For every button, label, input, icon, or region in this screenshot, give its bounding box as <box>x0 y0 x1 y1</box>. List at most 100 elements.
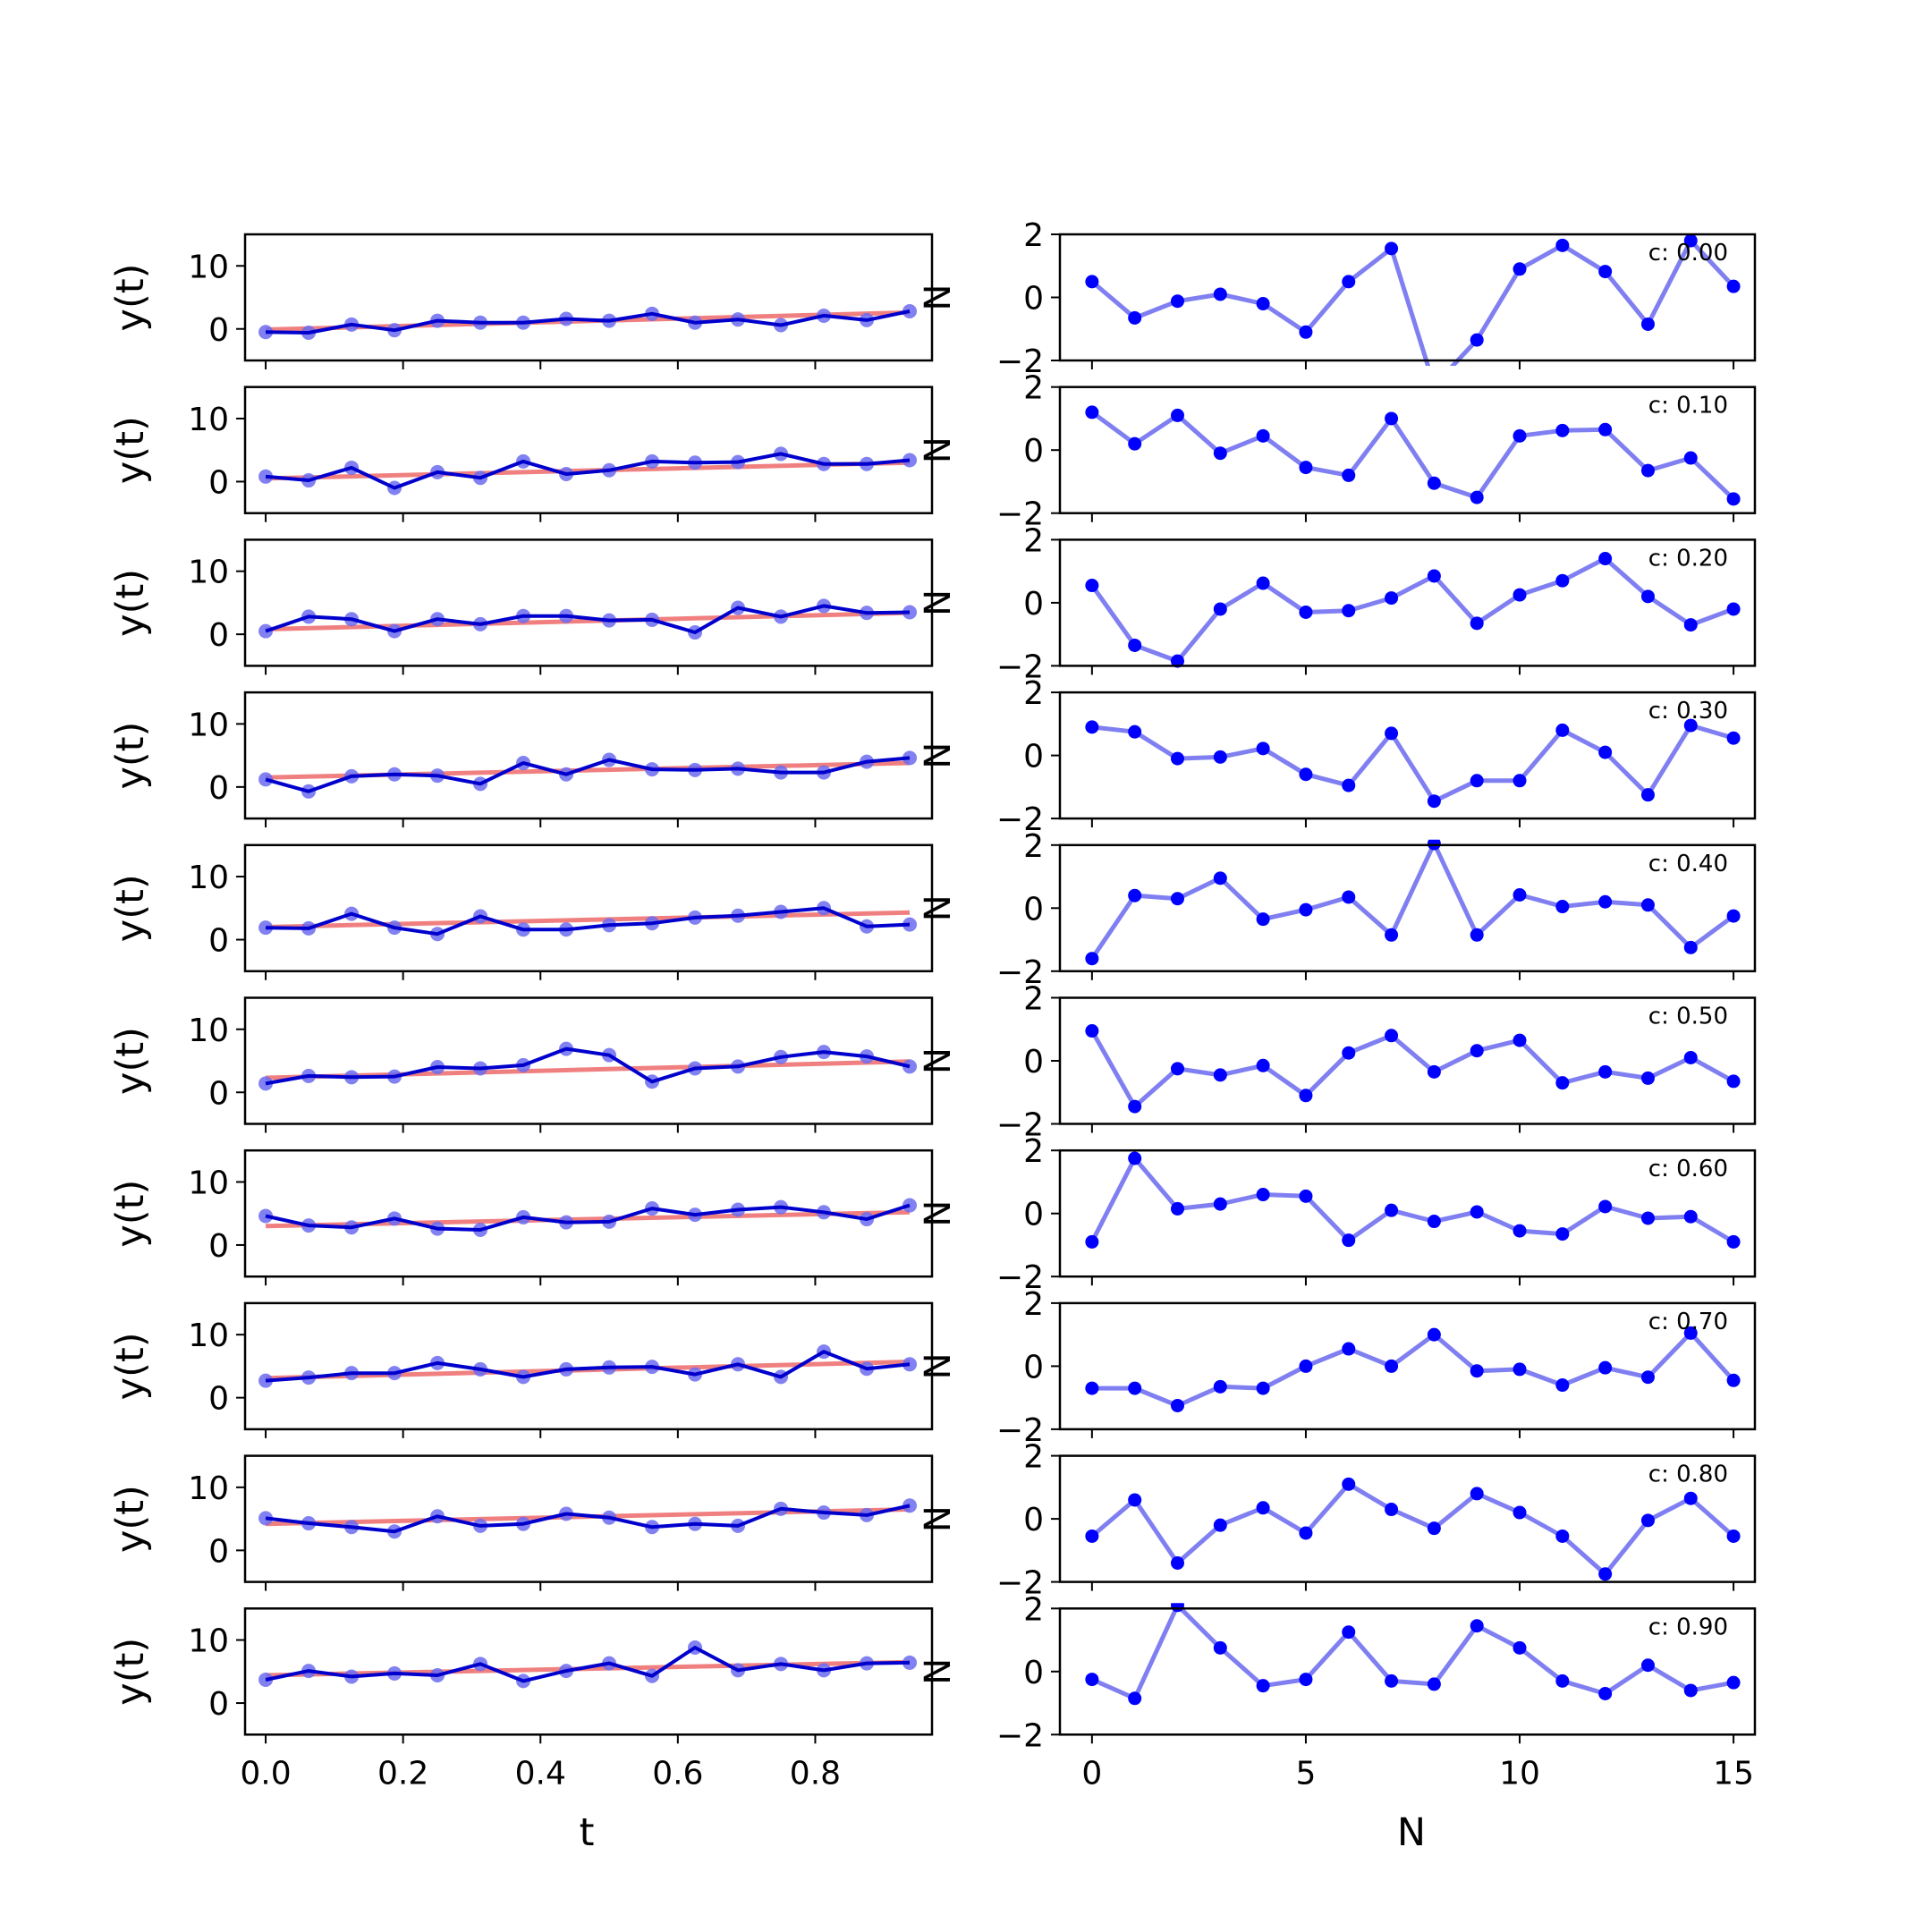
right-y-tick-label-6-2: 2 <box>1023 1133 1044 1170</box>
residual-point-3-11 <box>1555 723 1570 737</box>
residual-point-2-14 <box>1683 618 1698 632</box>
residual-point-8-13 <box>1640 1513 1655 1528</box>
residual-point-0-15 <box>1726 279 1741 293</box>
residual-point-9-10 <box>1513 1640 1527 1655</box>
residual-point-0-7 <box>1385 242 1399 256</box>
clipped-n-label-8: N <box>918 1505 959 1532</box>
residual-point-5-15 <box>1726 1074 1741 1089</box>
left-axes-frame-1 <box>243 386 934 514</box>
residual-point-3-15 <box>1726 731 1741 745</box>
residual-point-8-9 <box>1470 1487 1484 1501</box>
data-line-9 <box>265 1646 911 1683</box>
residual-point-2-12 <box>1598 552 1613 566</box>
residual-point-3-4 <box>1256 741 1270 756</box>
residual-point-2-6 <box>1342 604 1356 618</box>
coefficient-label-9: c: 0.90 <box>1648 1614 1728 1640</box>
residual-point-1-4 <box>1256 428 1270 443</box>
right-y-tick-label-6-0: −2 <box>996 1259 1044 1296</box>
residual-point-0-6 <box>1342 275 1356 289</box>
residual-point-6-14 <box>1683 1209 1698 1224</box>
left-axes-frame-3 <box>243 691 934 820</box>
residual-point-3-7 <box>1385 726 1399 741</box>
residual-point-6-13 <box>1640 1211 1655 1225</box>
left-axes-frame-7 <box>243 1301 934 1431</box>
residual-point-9-3 <box>1213 1640 1227 1655</box>
residual-point-6-7 <box>1385 1203 1399 1217</box>
left-y-tick-label-9-0: 0 <box>208 1686 229 1723</box>
right-y-tick-label-3-0: −2 <box>996 801 1044 838</box>
left-x-tick-label-4: 0.8 <box>790 1755 841 1792</box>
residual-point-8-4 <box>1256 1501 1270 1515</box>
residual-point-7-9 <box>1470 1364 1484 1378</box>
residual-point-1-14 <box>1683 451 1698 465</box>
residual-point-3-10 <box>1513 774 1527 788</box>
data-point-1-15 <box>902 453 918 468</box>
left-plot-area-7 <box>258 1344 918 1388</box>
left-axes-frame-0 <box>243 233 934 362</box>
right-y-tick-label-3-1: 0 <box>1023 739 1044 775</box>
residual-point-9-15 <box>1726 1675 1741 1690</box>
residual-point-0-0 <box>1085 275 1099 289</box>
right-subplot-8: −2 0 2 c: 0.80 <box>996 1439 1757 1602</box>
residual-point-1-5 <box>1299 461 1313 475</box>
left-plot-area-6 <box>258 1198 918 1238</box>
residual-point-6-0 <box>1085 1234 1099 1249</box>
left-subplot-9: 0.0 0.2 0.4 0.6 0.8 0 10 y(t) N <box>108 1607 959 1792</box>
right-y-tick-label-7-2: 2 <box>1023 1286 1044 1323</box>
left-plot-area-3 <box>258 750 918 799</box>
left-plot-area-9 <box>258 1640 918 1689</box>
residual-point-4-5 <box>1299 902 1313 917</box>
residual-point-0-1 <box>1128 310 1142 325</box>
left-y-tick-label-3-1: 10 <box>188 707 229 743</box>
residual-point-6-12 <box>1598 1199 1613 1214</box>
residual-point-6-3 <box>1213 1197 1227 1211</box>
right-plot-area-7 <box>1085 1326 1741 1412</box>
residual-point-0-2 <box>1170 294 1184 309</box>
coefficient-label-8: c: 0.80 <box>1648 1462 1728 1488</box>
right-plot-area-1 <box>1085 405 1741 506</box>
residual-point-6-6 <box>1342 1233 1356 1248</box>
residual-point-6-8 <box>1427 1215 1441 1229</box>
right-subplot-4: −2 0 2 c: 0.40 <box>996 828 1757 991</box>
residual-line-5 <box>1089 1030 1735 1109</box>
residual-point-1-8 <box>1427 476 1441 490</box>
residual-point-2-10 <box>1513 588 1527 602</box>
residual-point-7-5 <box>1299 1359 1313 1373</box>
right-plot-area-4 <box>1085 839 1741 966</box>
right-x-axis-label: N <box>1397 1810 1426 1855</box>
right-x-tick-label-1: 5 <box>1295 1755 1316 1792</box>
data-point-5-15 <box>902 1059 918 1074</box>
residual-point-7-8 <box>1427 1327 1441 1342</box>
residual-point-4-6 <box>1342 890 1356 904</box>
residual-point-2-13 <box>1640 589 1655 604</box>
right-x-tick-label-3: 15 <box>1713 1755 1754 1792</box>
left-y-tick-label-4-0: 0 <box>208 923 229 960</box>
coefficient-label-3: c: 0.30 <box>1648 698 1728 724</box>
left-x-tick-label-1: 0.2 <box>377 1755 428 1792</box>
left-plot-area-5 <box>258 1041 918 1091</box>
data-point-3-15 <box>902 750 918 766</box>
clipped-n-label-0: N <box>918 284 959 311</box>
left-plot-area-4 <box>258 901 918 942</box>
residual-point-8-5 <box>1299 1526 1313 1540</box>
residual-point-4-7 <box>1385 928 1399 942</box>
data-line-4 <box>265 906 911 936</box>
right-y-tick-label-2-0: −2 <box>996 648 1044 685</box>
left-axes-frame-8 <box>243 1454 934 1583</box>
left-x-axis-label: t <box>580 1810 595 1855</box>
residual-point-4-14 <box>1683 940 1698 954</box>
right-subplot-5: −2 0 2 c: 0.50 <box>996 981 1757 1144</box>
residual-point-0-4 <box>1256 297 1270 311</box>
residual-line-1 <box>1090 410 1735 501</box>
left-subplot-0: 0 10 y(t) N <box>108 233 959 369</box>
left-y-axis-label-2: y(t) <box>108 569 153 637</box>
right-y-tick-label-5-0: −2 <box>996 1107 1044 1144</box>
right-y-tick-label-7-0: −2 <box>996 1412 1044 1449</box>
data-point-4-15 <box>902 917 918 932</box>
residual-point-7-15 <box>1726 1373 1741 1387</box>
residual-point-5-2 <box>1170 1062 1184 1076</box>
coefficient-label-4: c: 0.40 <box>1648 851 1728 877</box>
residual-point-7-4 <box>1256 1381 1270 1395</box>
left-y-tick-label-2-0: 0 <box>208 617 229 654</box>
data-line-2 <box>265 604 911 634</box>
